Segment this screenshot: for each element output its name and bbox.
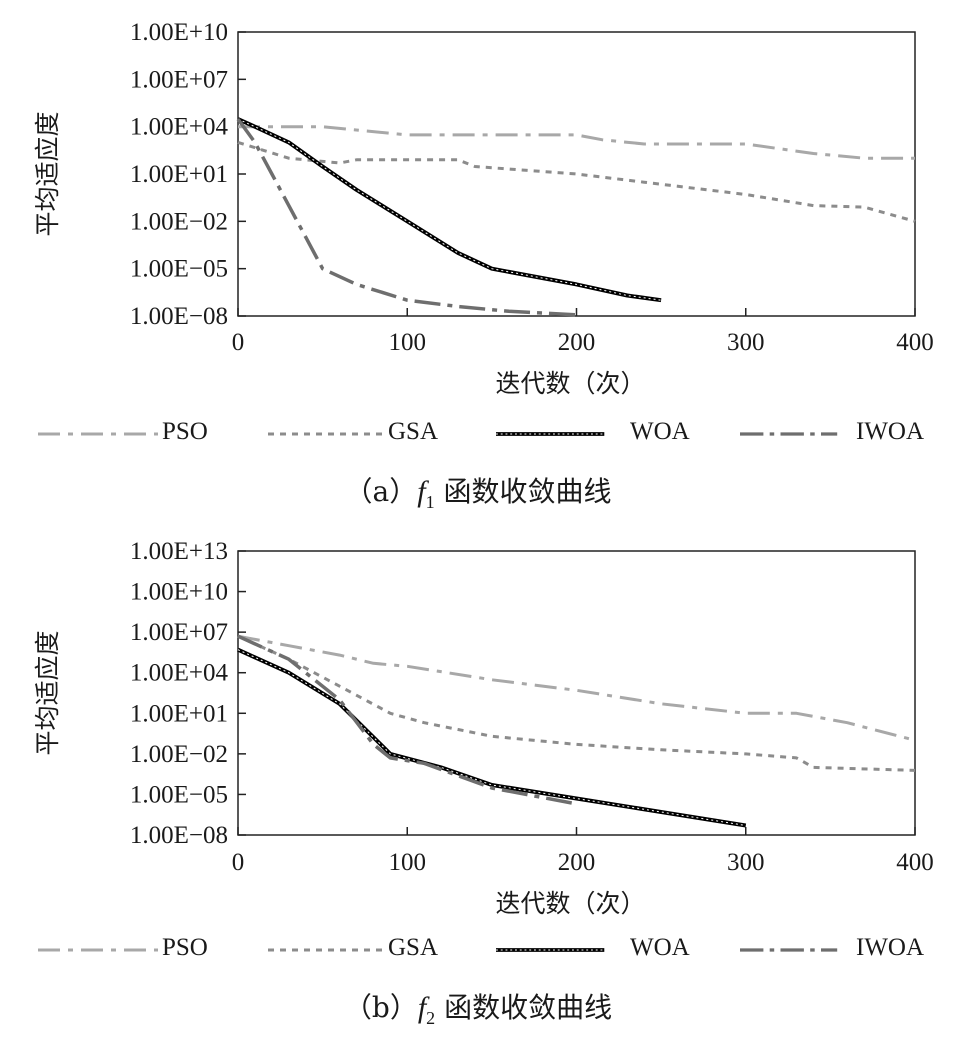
y-axis-label: 平均适应度: [33, 111, 62, 236]
x-axis-label: 迭代数（次）: [495, 889, 645, 918]
y-tick-label: 1.00E+10: [130, 19, 228, 46]
legend-swatch: [740, 948, 838, 952]
y-tick-label: 1.00E−02: [130, 741, 228, 768]
series-line-woa: [237, 647, 747, 828]
legend-swatch: [496, 432, 605, 436]
legend-swatch: [268, 432, 388, 436]
y-tick-label: 1.00E+04: [130, 660, 229, 687]
series-line-woa: [237, 117, 662, 303]
caption-suffix: 函数收敛曲线: [444, 991, 613, 1024]
x-tick-label: 0: [232, 849, 245, 876]
legend-label: IWOA: [856, 934, 925, 961]
series-line-gsa: [237, 634, 916, 772]
caption-suffix: 函数收敛曲线: [443, 475, 612, 508]
x-tick-label: 200: [558, 329, 596, 356]
legend-label: PSO: [162, 418, 208, 445]
y-tick-label: 1.00E+07: [130, 66, 228, 93]
series-line-pso: [238, 125, 915, 160]
legend-swatch: [38, 948, 158, 952]
x-tick-label: 400: [896, 329, 934, 356]
series-line-woa-highlight: [237, 118, 662, 301]
caption-prefix: （b）: [343, 991, 418, 1024]
series-line-iwoa: [236, 118, 577, 317]
legend-label: GSA: [388, 418, 439, 445]
legend-label: GSA: [388, 934, 439, 961]
series-line-woa-highlight: [237, 649, 746, 826]
y-tick-label: 1.00E−05: [130, 256, 228, 283]
y-tick-label: 1.00E−08: [130, 303, 228, 330]
legend-swatch: [38, 432, 158, 436]
plot-area-b: 1.00E+13 1.00E+10 1.00E+07 1.00E+04 1.00E+01…: [33, 538, 934, 918]
caption-function: f1: [417, 475, 435, 512]
legend-swatch: [740, 432, 838, 436]
x-tick-label: 300: [727, 849, 765, 876]
legend-swatch: [268, 948, 388, 952]
y-tick-label: 1.00E−02: [130, 208, 228, 235]
y-tick-label: 1.00E+13: [130, 538, 228, 565]
plot-frame: [237, 31, 916, 317]
y-tick-label: 1.00E+01: [130, 700, 228, 727]
legend-label: WOA: [630, 418, 690, 445]
series-line-pso: [237, 634, 916, 742]
x-tick-label: 100: [389, 849, 427, 876]
y-tick-label: 1.00E+07: [130, 619, 228, 646]
y-tick-label: 1.00E+04: [130, 114, 229, 141]
series-line-iwoa: [237, 634, 577, 806]
chart-panel-b: 1.00E+13 1.00E+10 1.00E+07 1.00E+04 1.00E+01…: [0, 520, 956, 1041]
x-tick-label: 200: [558, 849, 596, 876]
x-axis-label: 迭代数（次）: [495, 369, 645, 398]
y-tick-label: 1.00E−05: [130, 781, 228, 808]
legend-a: PSO GSA WOA IWOA: [0, 414, 956, 454]
y-tick-label: 1.00E+01: [130, 161, 228, 188]
x-tick-label: 0: [232, 329, 245, 356]
caption-a: （a）f1 函数收敛曲线: [0, 470, 956, 513]
x-tick-label: 100: [389, 329, 427, 356]
series-line-gsa: [237, 140, 916, 223]
caption-b: （b）f2 函数收敛曲线: [0, 986, 956, 1029]
x-tick-label: 400: [896, 849, 934, 876]
x-tick-label: 300: [727, 329, 765, 356]
plot-area-a: 1.00E+10 1.00E+07 1.00E+04 1.00E+01 1.00E−02…: [33, 19, 934, 398]
plot-frame: [237, 550, 916, 836]
legend-swatch: [496, 948, 605, 952]
legend-label: WOA: [630, 934, 690, 961]
legend-label: PSO: [162, 934, 208, 961]
legend-label: IWOA: [856, 418, 925, 445]
legend-b: PSO GSA WOA IWOA: [0, 930, 956, 970]
y-tick-label: 1.00E+10: [130, 579, 228, 606]
y-axis-label: 平均适应度: [33, 630, 62, 755]
y-tick-label: 1.00E−08: [130, 822, 228, 849]
chart-panel-a: 1.00E+10 1.00E+07 1.00E+04 1.00E+01 1.00E−02…: [0, 0, 956, 520]
caption-prefix: （a）: [344, 475, 418, 508]
caption-function: f2: [417, 991, 436, 1028]
